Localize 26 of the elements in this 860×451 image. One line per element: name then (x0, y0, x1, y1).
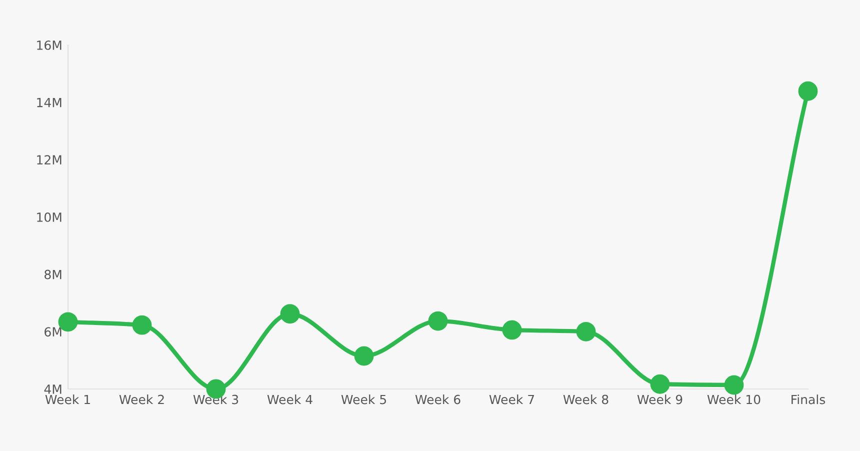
x-tick-label: Finals (792, 394, 826, 404)
point (354, 346, 374, 366)
point (650, 374, 670, 394)
point (798, 81, 818, 101)
x-tick-label: Week 5 (341, 394, 386, 404)
x-tick-label: Week 10 (707, 394, 760, 404)
point (132, 315, 152, 335)
y-tick-label: 12M (37, 155, 62, 164)
y-tick-label: 16M (37, 40, 62, 50)
y-tick-label: 4M (44, 384, 62, 394)
x-tick-label: Week 8 (563, 394, 608, 404)
x-tick-label: Week 2 (119, 394, 164, 404)
x-tick-label: Week 1 (45, 394, 90, 404)
point (724, 375, 744, 395)
point (280, 304, 300, 324)
x-tick-label: Week 4 (267, 394, 312, 404)
y-tick-label: 6M (44, 327, 62, 337)
y-tick-label: 14M (37, 98, 62, 108)
point (502, 320, 522, 340)
x-tick-label: Week 9 (637, 394, 682, 404)
x-tick-label: Week 6 (415, 394, 460, 404)
x-tick-label: Week 7 (489, 394, 534, 404)
point (576, 322, 596, 342)
y-tick-label: 10M (37, 212, 62, 222)
y-tick-label: 8M (44, 270, 62, 280)
point (428, 311, 448, 331)
